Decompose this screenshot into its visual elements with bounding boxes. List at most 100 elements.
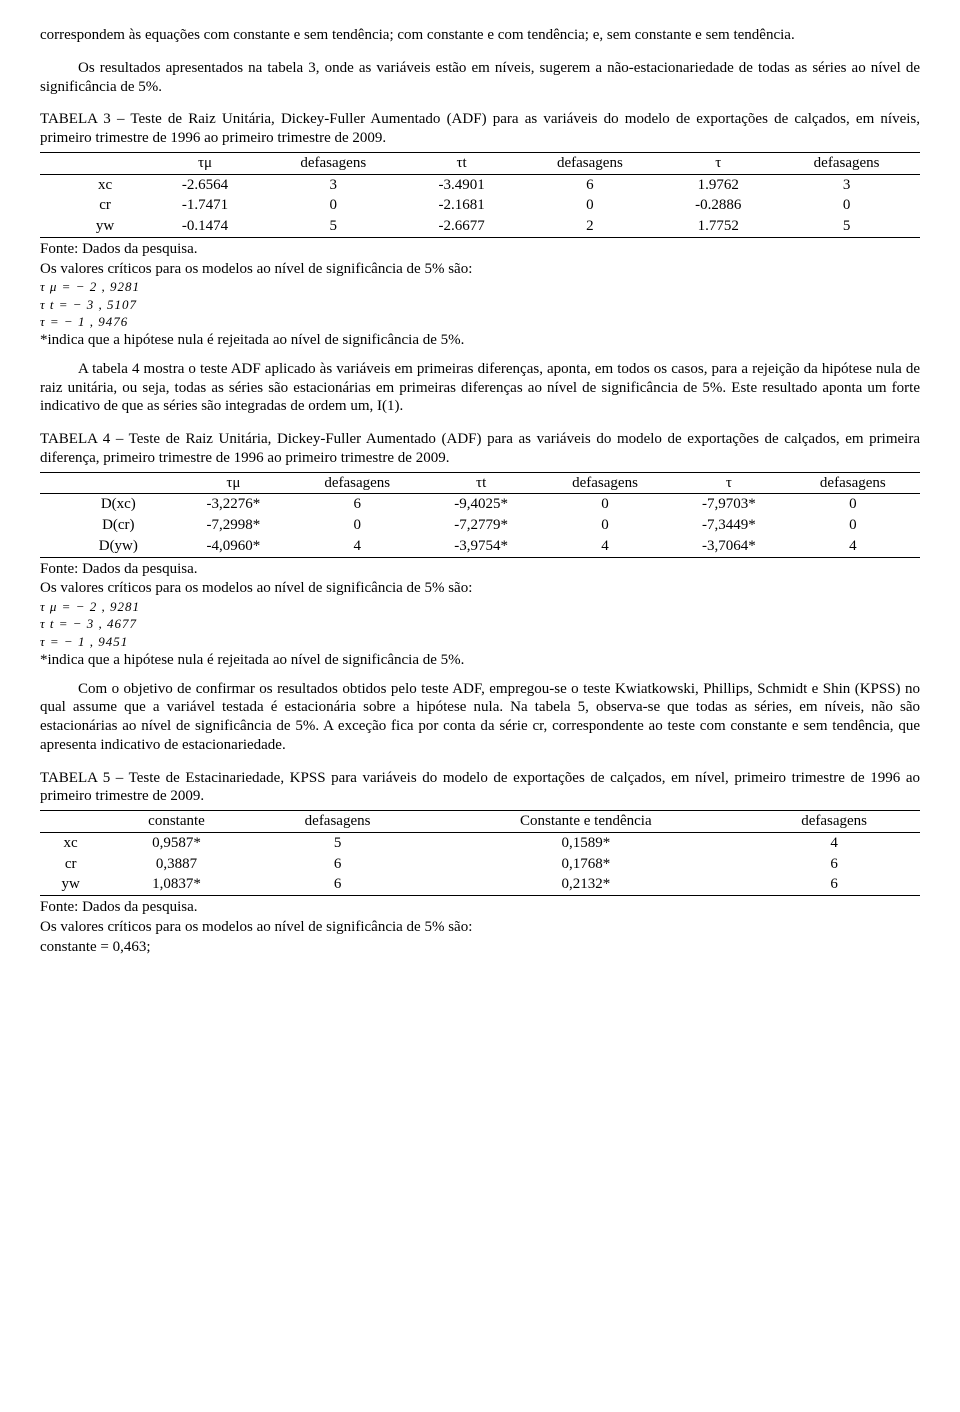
cell: 6 [748,874,920,895]
table3-notes-intro: Os valores críticos para os modelos ao n… [40,260,920,279]
cell: -3,7064* [672,536,785,557]
cell: 0,3887 [101,854,251,875]
cell: 0,2132* [423,874,748,895]
cell: 6 [290,494,424,515]
cell: 0 [786,494,920,515]
table4-notes-intro: Os valores críticos para os modelos ao n… [40,579,920,598]
table3-h5: τ [663,152,773,174]
table3-h0 [40,152,150,174]
cell: 4 [538,536,672,557]
cell: 0 [786,515,920,536]
cell: 0 [290,515,424,536]
table4-h4: defasagens [538,472,672,494]
cell: D(xc) [40,494,177,515]
table3-h3: τt [407,152,517,174]
cell: -0.2886 [663,195,773,216]
cell: 5 [252,832,424,853]
cell: -7,2779* [424,515,537,536]
table5-notes-intro: Os valores críticos para os modelos ao n… [40,918,920,937]
cell: 6 [517,174,664,195]
table5-h0 [40,811,101,833]
cell: D(cr) [40,515,177,536]
table4-h1: τμ [177,472,290,494]
table-row: D(cr) -7,2998* 0 -7,2779* 0 -7,3449* 0 [40,515,920,536]
table3-caption: TABELA 3 – Teste de Raiz Unitária, Dicke… [40,110,920,148]
cell: 0 [517,195,664,216]
cell: yw [40,216,150,237]
table3-crit3: τ = − 1 , 9476 [40,314,920,330]
table5-h3: Constante e tendência [423,811,748,833]
cell: 3 [260,174,407,195]
table3-header-row: τμ defasagens τt defasagens τ defasagens [40,152,920,174]
cell: -7,3449* [672,515,785,536]
cell: 1,0837* [101,874,251,895]
table4-crit1: τ μ = − 2 , 9281 [40,599,920,615]
cell: 6 [252,854,424,875]
cell: 1.9762 [663,174,773,195]
table5-fonte: Fonte: Dados da pesquisa. [40,898,920,917]
table4-caption: TABELA 4 – Teste de Raiz Unitária, Dicke… [40,430,920,468]
table4-crit3: τ = − 1 , 9451 [40,634,920,650]
cell: 0 [773,195,920,216]
table4-header-row: τμ defasagens τt defasagens τ defasagens [40,472,920,494]
cell: 4 [748,832,920,853]
table-row: yw 1,0837* 6 0,2132* 6 [40,874,920,895]
cell: 0 [538,494,672,515]
cell: -2.6564 [150,174,260,195]
table3-h1: τμ [150,152,260,174]
table3: τμ defasagens τt defasagens τ defasagens… [40,152,920,238]
table3-footnote: *indica que a hipótese nula é rejeitada … [40,331,920,350]
cell: -2.6677 [407,216,517,237]
table5-header-row: constante defasagens Constante e tendênc… [40,811,920,833]
cell: -7,2998* [177,515,290,536]
table-row: xc 0,9587* 5 0,1589* 4 [40,832,920,853]
table3-fonte: Fonte: Dados da pesquisa. [40,240,920,259]
cell: 4 [786,536,920,557]
cell: 0,1589* [423,832,748,853]
table-row: cr -1.7471 0 -2.1681 0 -0.2886 0 [40,195,920,216]
table5-h1: constante [101,811,251,833]
table4-fonte: Fonte: Dados da pesquisa. [40,560,920,579]
cell: -3,2276* [177,494,290,515]
cell: 5 [773,216,920,237]
cell: 0,9587* [101,832,251,853]
table-row: xc -2.6564 3 -3.4901 6 1.9762 3 [40,174,920,195]
cell: 3 [773,174,920,195]
cell: 0 [260,195,407,216]
table3-crit1: τ μ = − 2 , 9281 [40,279,920,295]
cell: -3.4901 [407,174,517,195]
cell: xc [40,832,101,853]
table5-caption: TABELA 5 – Teste de Estacinariedade, KPS… [40,769,920,807]
table3-crit2: τ t = − 3 , 5107 [40,297,920,313]
table4-h3: τt [424,472,537,494]
cell: cr [40,854,101,875]
paragraph-3: A tabela 4 mostra o teste ADF aplicado à… [40,360,920,416]
cell: -2.1681 [407,195,517,216]
table4-h6: defasagens [786,472,920,494]
table3-h2: defasagens [260,152,407,174]
table4-h0 [40,472,177,494]
table5-h2: defasagens [252,811,424,833]
cell: xc [40,174,150,195]
intro-paragraph-1: correspondem às equações com constante e… [40,26,920,45]
table4-notes: Fonte: Dados da pesquisa. Os valores crí… [40,560,920,670]
table4-crit2: τ t = − 3 , 4677 [40,616,920,632]
table5-crit1: constante = 0,463; [40,938,920,957]
cell: 6 [748,854,920,875]
cell: 0 [538,515,672,536]
cell: -4,0960* [177,536,290,557]
table4: τμ defasagens τt defasagens τ defasagens… [40,472,920,558]
table4-h2: defasagens [290,472,424,494]
table-row: D(xc) -3,2276* 6 -9,4025* 0 -7,9703* 0 [40,494,920,515]
table3-notes: Fonte: Dados da pesquisa. Os valores crí… [40,240,920,350]
table3-h6: defasagens [773,152,920,174]
cell: 2 [517,216,664,237]
cell: -0.1474 [150,216,260,237]
cell: -1.7471 [150,195,260,216]
cell: 0,1768* [423,854,748,875]
table3-h4: defasagens [517,152,664,174]
table-row: cr 0,3887 6 0,1768* 6 [40,854,920,875]
table5-notes: Fonte: Dados da pesquisa. Os valores crí… [40,898,920,956]
table4-h5: τ [672,472,785,494]
cell: yw [40,874,101,895]
